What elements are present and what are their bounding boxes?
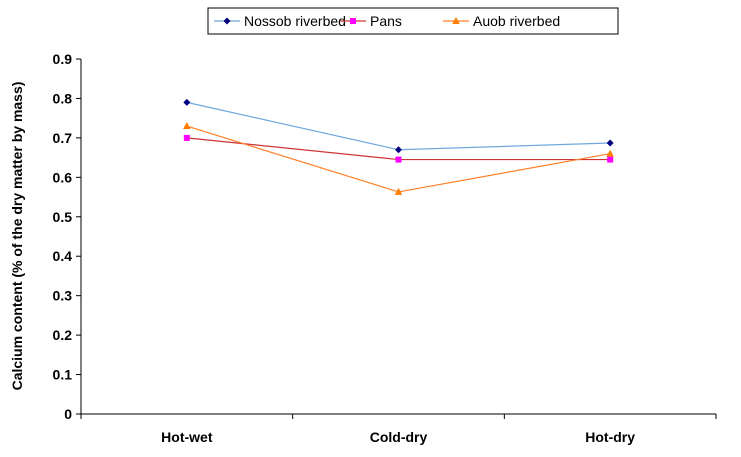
triangle-marker	[394, 187, 403, 195]
diamond-marker	[395, 146, 402, 154]
legend: Nossob riverbed Pans Auob riverbed	[207, 7, 619, 35]
legend-label: Nossob riverbed	[244, 13, 346, 29]
diamond-marker	[606, 139, 614, 147]
square-marker	[350, 18, 356, 24]
legend-entry: Auob riverbed	[443, 13, 560, 29]
y-tick-label: 0.6	[53, 169, 73, 185]
triangle-marker	[606, 149, 614, 157]
legend-entry: Nossob riverbed	[214, 13, 346, 29]
y-tick-label: 0.2	[53, 327, 73, 343]
y-tick-label: 0	[64, 406, 72, 422]
y-tick-label: 0.7	[53, 130, 73, 146]
axes: 0 0.1 0.2 0.3 0.4 0.5 0.6 0.7 0.8 0.9 Hot-wet Cold-…	[53, 51, 717, 445]
legend-label: Pans	[370, 13, 402, 29]
square-marker	[607, 156, 614, 163]
series-pans	[183, 134, 614, 163]
square-marker	[395, 156, 402, 163]
y-tick-label: 0.9	[53, 51, 73, 67]
diamond-marker	[223, 17, 231, 25]
legend-entry: Pans	[340, 13, 402, 29]
y-tick-label: 0.5	[53, 209, 73, 225]
x-category-label: Hot-wet	[161, 429, 213, 445]
series-auob-riverbed	[183, 122, 614, 195]
y-tick-label: 0.8	[53, 90, 73, 106]
x-category-label: Hot-dry	[585, 429, 635, 445]
triangle-marker	[452, 17, 460, 24]
series-layer	[183, 98, 614, 195]
triangle-marker	[183, 122, 191, 130]
y-tick-label: 0.3	[53, 288, 73, 304]
y-tick-label: 0.4	[53, 248, 73, 264]
legend-box	[207, 7, 619, 35]
series-nossob-riverbed	[183, 98, 614, 154]
y-axis-title: Calcium content (% of the dry matter by …	[9, 82, 25, 391]
series-line	[186, 101, 611, 151]
x-category-label: Cold-dry	[370, 429, 428, 445]
diamond-marker	[183, 98, 191, 106]
legend-label: Auob riverbed	[473, 13, 560, 29]
square-marker	[183, 134, 190, 141]
y-tick-label: 0.1	[53, 367, 73, 383]
